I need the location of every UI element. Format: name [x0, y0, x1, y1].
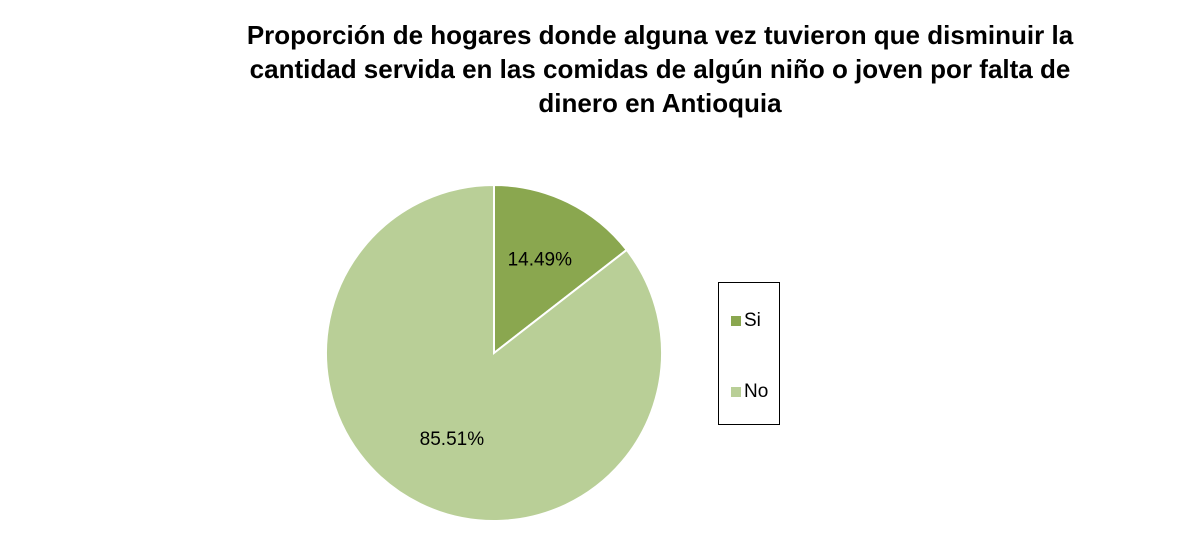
data-label-si: 14.49%	[508, 249, 573, 270]
legend-swatch-si	[731, 316, 741, 326]
chart-legend: Si No	[718, 282, 780, 425]
pie-labels: 14.49% 85.51%	[420, 249, 572, 450]
pie-slices	[325, 183, 663, 522]
chart-title: Proporción de hogares donde alguna vez t…	[160, 18, 1160, 120]
pie-slice-si	[493, 183, 629, 356]
chart-title-line-1: Proporción de hogares donde alguna vez t…	[246, 20, 1074, 50]
data-label-no: 85.51%	[420, 429, 485, 450]
chart-title-line-3: dinero en Antioquia	[538, 88, 782, 118]
legend-item-no: No	[731, 381, 768, 403]
legend-item-si: Si	[731, 310, 761, 332]
chart-title-line-2: cantidad servida en las comidas de algún…	[249, 54, 1071, 84]
legend-swatch-no	[731, 387, 741, 397]
legend-label-no: No	[744, 381, 769, 402]
pie-slice-no	[325, 183, 663, 522]
legend-label-si: Si	[744, 310, 761, 331]
